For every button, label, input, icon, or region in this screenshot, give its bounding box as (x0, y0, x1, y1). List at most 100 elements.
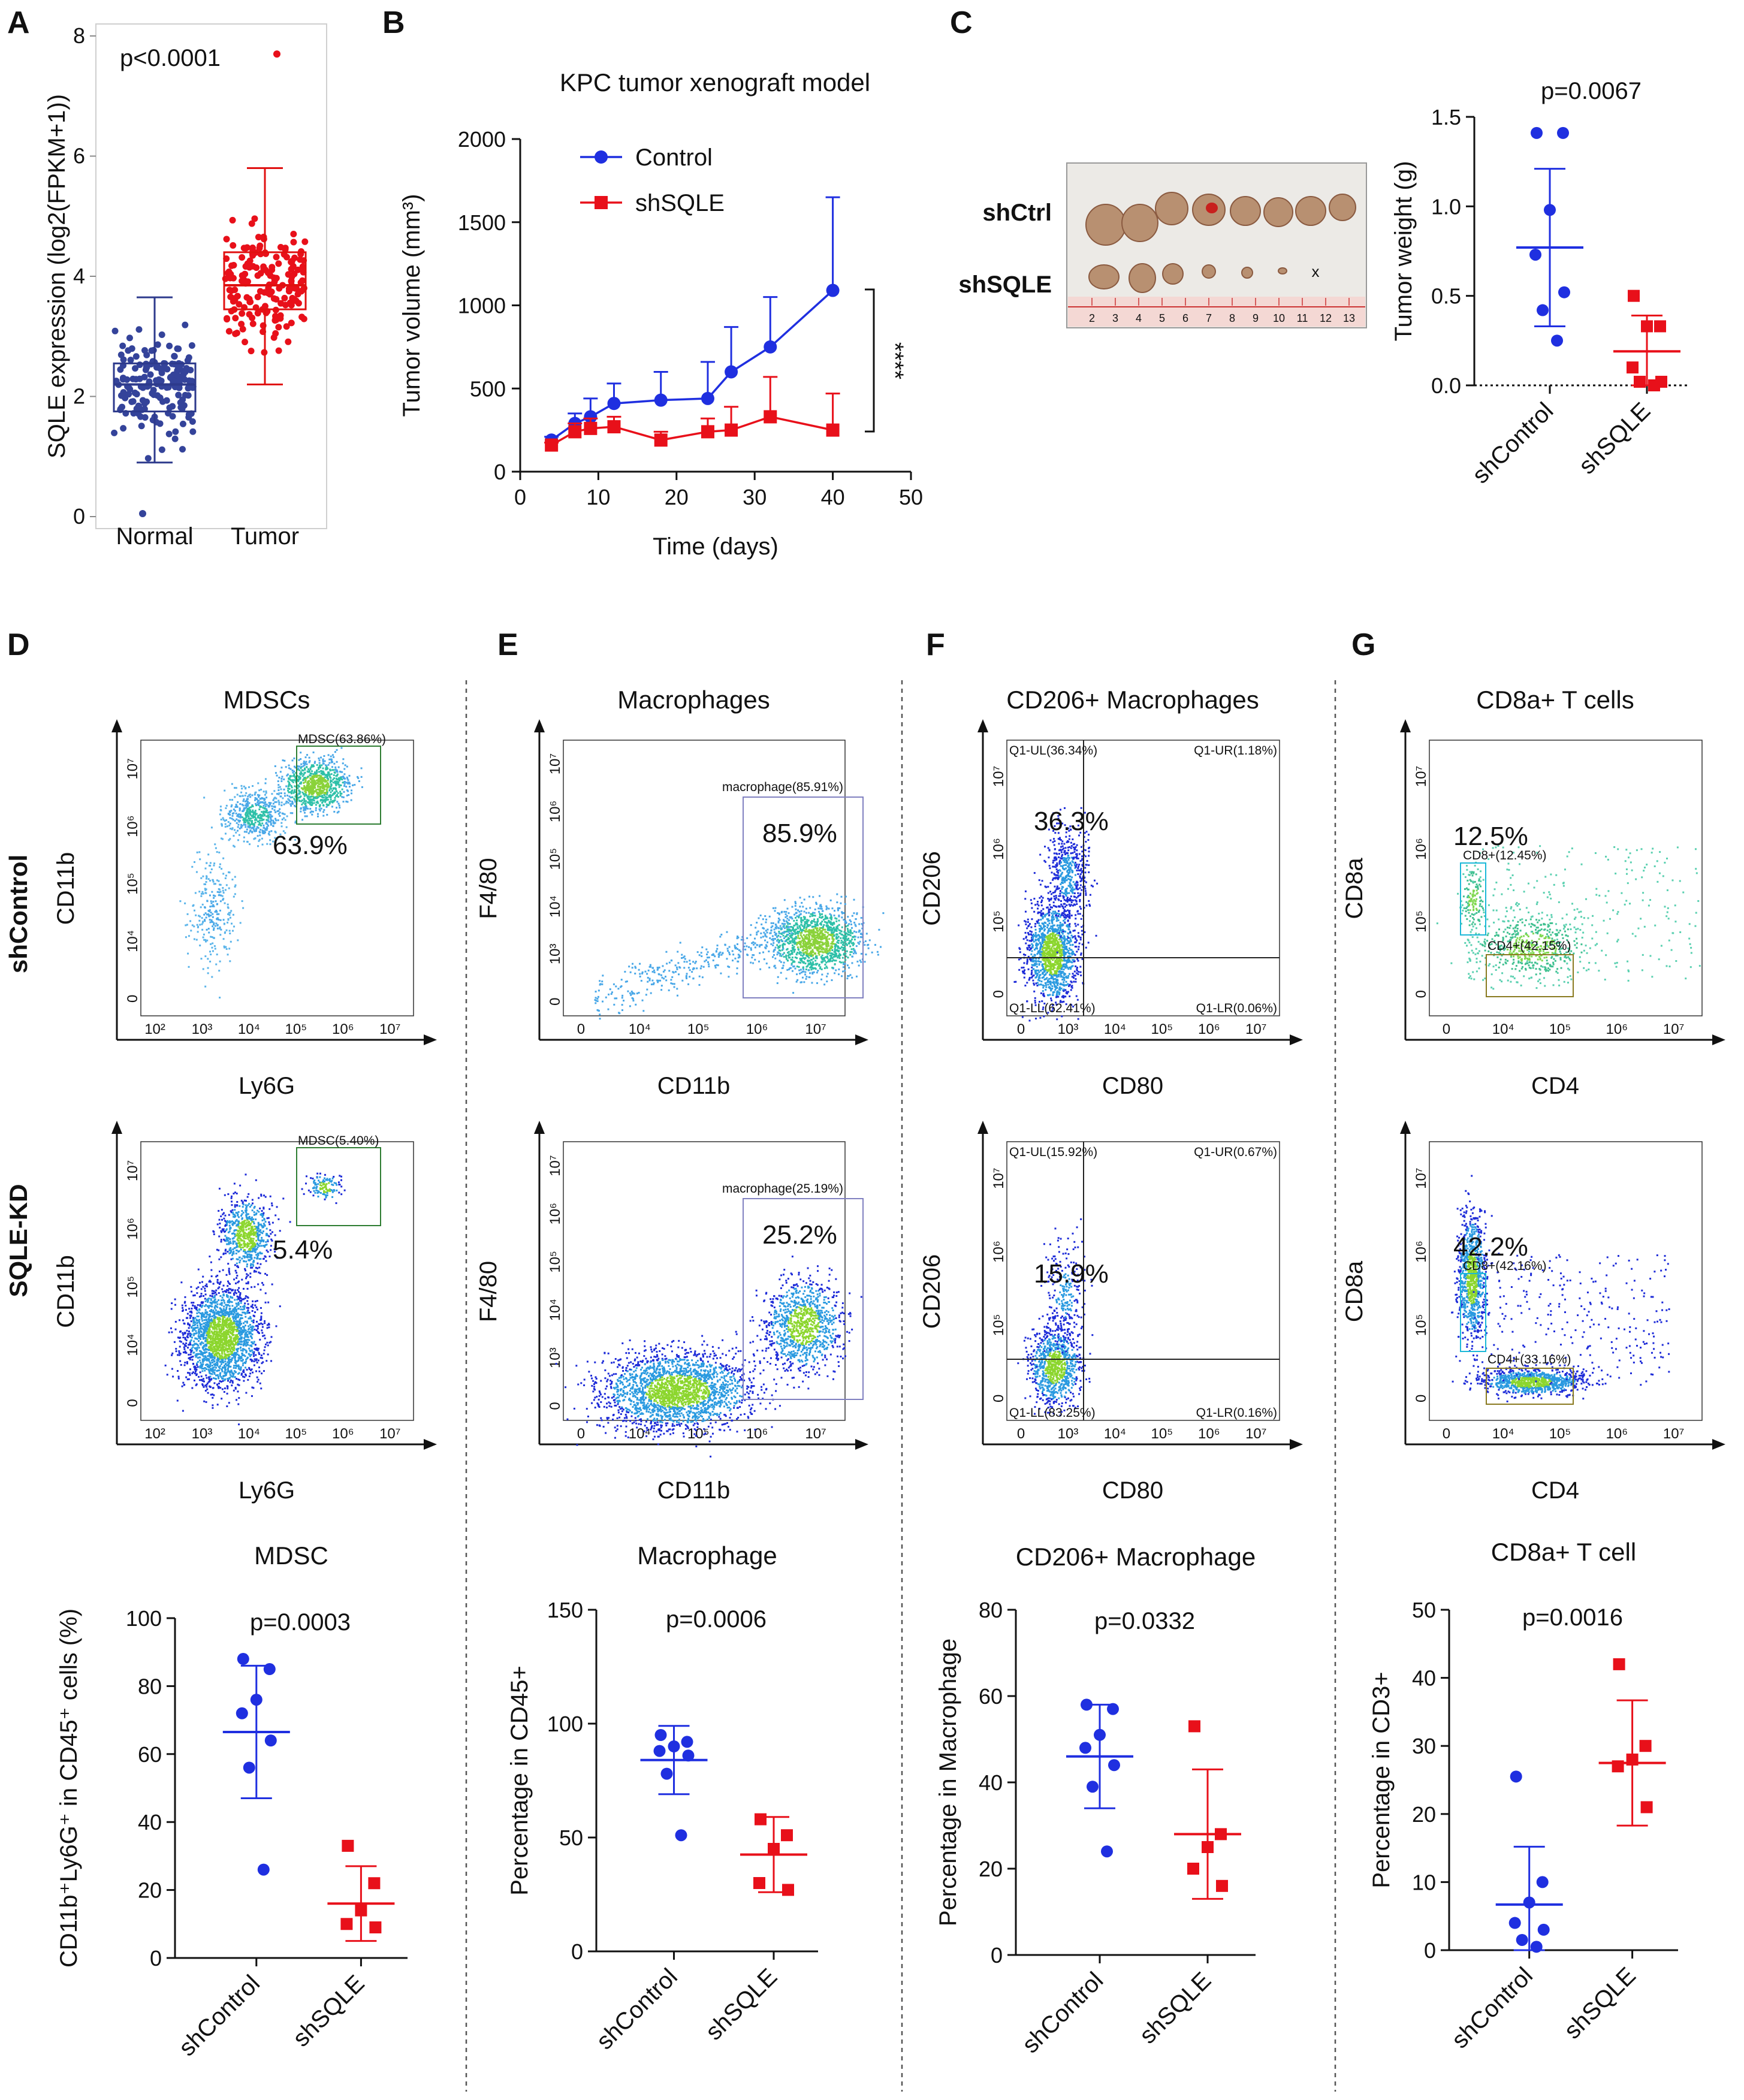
flow-event (212, 1407, 214, 1409)
flow-event (213, 1369, 215, 1371)
flow-event (199, 1371, 201, 1374)
flow-event (234, 885, 236, 888)
x-tick-label-b: 10 (586, 485, 610, 509)
flow-event (204, 1309, 207, 1311)
flow-event (255, 830, 257, 832)
flow-event (228, 1292, 230, 1294)
flow-event (238, 834, 240, 836)
flow-event (197, 1304, 199, 1307)
x-tick-label: shSQLE (288, 1970, 369, 2051)
flow-event (258, 1370, 261, 1372)
flow-event (241, 1317, 243, 1319)
flow-event (316, 782, 319, 785)
flow-event (225, 1345, 228, 1347)
flow-event (213, 1290, 215, 1292)
flow-event (262, 1284, 264, 1286)
flow-event (243, 1380, 245, 1382)
flow-event (205, 1401, 207, 1403)
flow-event (272, 802, 274, 805)
flow-event (318, 780, 320, 783)
flow-event (200, 1375, 203, 1378)
data-point-a (229, 216, 236, 224)
flow-event (219, 1295, 222, 1297)
flow-event (249, 826, 251, 829)
flow-event (238, 1343, 240, 1345)
flow-event (203, 933, 205, 936)
flow-event (257, 1246, 259, 1248)
flow-event (272, 799, 274, 801)
data-point-a (247, 298, 254, 306)
flow-event (215, 1302, 217, 1304)
flow-event (218, 888, 220, 890)
flow-event (283, 788, 285, 790)
flow-event (203, 1319, 206, 1321)
flow-event (244, 1297, 246, 1299)
ruler-tick-label: 11 (1297, 312, 1308, 324)
flow-event (237, 1378, 240, 1381)
tumor-specimen (1263, 197, 1293, 227)
data-point-a (255, 234, 262, 241)
flow-event (266, 843, 268, 845)
flow-event (259, 817, 261, 820)
data-point (768, 1843, 780, 1855)
flow-event (195, 1307, 198, 1309)
flow-event (218, 1382, 220, 1384)
flow-event (242, 1305, 244, 1308)
flow-event (209, 871, 212, 874)
flow-event (197, 1357, 199, 1359)
flow-event (204, 906, 206, 909)
flow-event (222, 898, 224, 901)
flow-event (261, 819, 263, 822)
flow-event (303, 798, 305, 800)
data-point-a (236, 301, 243, 308)
flow-event (232, 913, 234, 916)
flow-event (239, 1205, 241, 1207)
flow-event (196, 1322, 198, 1324)
flow-event (243, 798, 245, 801)
flow-event (211, 891, 213, 893)
flow-event (259, 819, 261, 822)
x-tick-label-b: 0 (514, 485, 526, 509)
flow-event (285, 802, 287, 804)
flow-event (195, 1373, 198, 1375)
flow-event (249, 796, 252, 798)
flow-event (270, 823, 272, 826)
flow-event (234, 1191, 236, 1194)
flow-event (247, 1356, 249, 1359)
flow-event (209, 1365, 212, 1368)
flow-event (264, 1322, 266, 1324)
data-point-a (248, 348, 255, 355)
data-point-a (232, 330, 239, 337)
data-point-a (171, 435, 179, 442)
flow-event (235, 1246, 237, 1248)
flow-event (231, 1209, 234, 1211)
flow-event (283, 778, 285, 780)
flow-event (265, 809, 268, 811)
flow-event (238, 1384, 240, 1386)
flow-event (206, 1299, 208, 1301)
flow-event (207, 1355, 209, 1357)
flow-event (216, 1303, 219, 1305)
data-point (264, 1734, 277, 1747)
flow-event (350, 799, 352, 801)
flow-event (221, 1296, 224, 1299)
flow-event (301, 819, 304, 821)
flow-event (210, 1269, 213, 1271)
flow-event (228, 1336, 231, 1338)
data-point-a (227, 293, 234, 300)
flow-event (341, 771, 343, 773)
flow-x-tick-label: 10⁴ (238, 1021, 260, 1037)
flow-event (342, 782, 344, 784)
flow-plot-frame (140, 1141, 414, 1421)
flow-event (174, 1298, 176, 1301)
flow-event (309, 777, 312, 780)
data-point-a (135, 326, 143, 333)
flow-event (298, 765, 301, 768)
flow-event (233, 925, 236, 928)
flow-event (210, 1341, 212, 1344)
flow-event (196, 1292, 198, 1295)
flow-event (334, 772, 336, 774)
flow-event (221, 1299, 223, 1302)
flow-event (216, 1365, 219, 1367)
flow-event (235, 805, 237, 807)
